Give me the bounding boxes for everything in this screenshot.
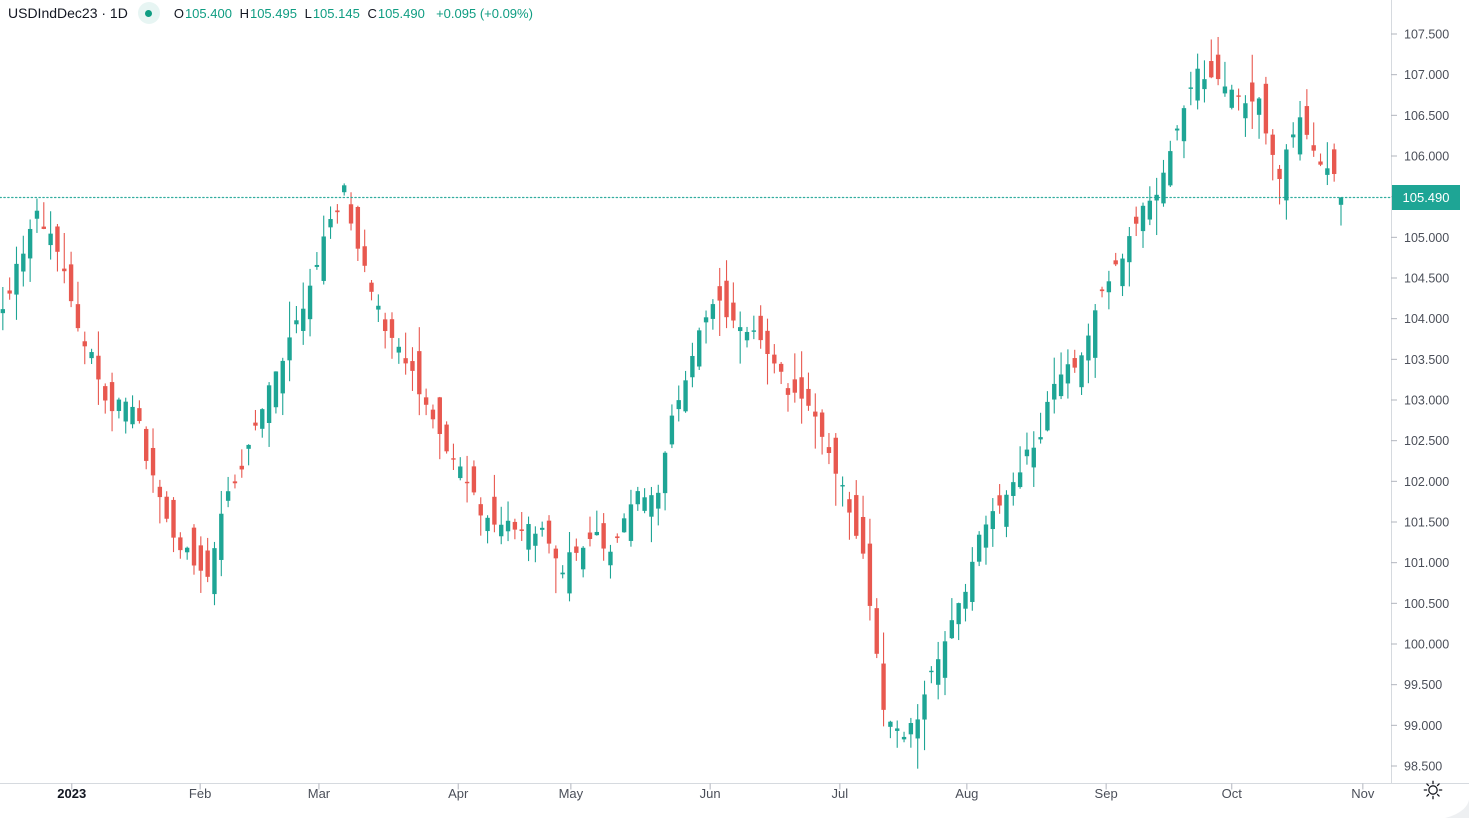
svg-text:104.500: 104.500: [1404, 272, 1449, 286]
svg-text:105.000: 105.000: [1404, 231, 1449, 245]
svg-text:103.500: 103.500: [1404, 353, 1449, 367]
svg-text:102.000: 102.000: [1404, 475, 1449, 489]
svg-text:106.500: 106.500: [1404, 109, 1449, 123]
svg-text:99.500: 99.500: [1404, 678, 1442, 692]
svg-text:106.000: 106.000: [1404, 150, 1449, 164]
svg-text:104.000: 104.000: [1404, 312, 1449, 326]
svg-text:100.000: 100.000: [1404, 638, 1449, 652]
svg-text:107.500: 107.500: [1404, 28, 1449, 42]
svg-text:101.000: 101.000: [1404, 556, 1449, 570]
svg-text:101.500: 101.500: [1404, 516, 1449, 530]
svg-text:103.000: 103.000: [1404, 394, 1449, 408]
svg-text:99.000: 99.000: [1404, 719, 1442, 733]
svg-text:107.000: 107.000: [1404, 68, 1449, 82]
svg-text:98.500: 98.500: [1404, 760, 1442, 774]
svg-text:100.500: 100.500: [1404, 597, 1449, 611]
svg-text:102.500: 102.500: [1404, 434, 1449, 448]
